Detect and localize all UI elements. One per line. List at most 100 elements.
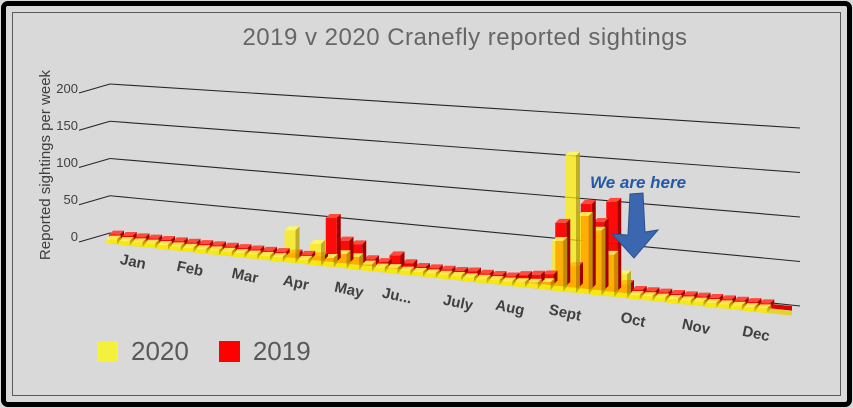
bar-2020-week-1 (106, 239, 117, 244)
bar-2019-week-48-top (708, 294, 724, 299)
legend: 2020 2019 (97, 336, 311, 367)
bar-2020-week-9-top (208, 246, 223, 251)
bar-2020-week-10-side (231, 247, 236, 256)
chart-title: 2019 v 2020 Cranefly reported sightings (242, 24, 688, 51)
gridline-stub-200 (78, 83, 111, 94)
bar-2019-week-13-top (262, 246, 277, 251)
bar-2020-week-42-side (639, 290, 644, 299)
bar-2019-week-27-top (440, 265, 456, 270)
bar-2020-week-28-top (450, 272, 466, 277)
bar-2020-week-45-side (678, 294, 682, 303)
bar-2020-week-29-top (463, 273, 478, 278)
bar-2020-week-45-top (667, 294, 682, 299)
bar-2020-week-28 (450, 276, 462, 281)
bar-2020-week-26-top (424, 269, 440, 274)
bar-2020-week-29 (463, 277, 474, 282)
bar-2020-week-3 (131, 242, 143, 247)
bar-2019-week-11-top (236, 244, 252, 249)
bar-2020-week-12 (246, 254, 258, 259)
bar-2019-week-40 (606, 201, 618, 292)
bar-2020-week-34-side (537, 278, 542, 289)
bar-2020-week-17 (310, 243, 321, 266)
bar-2020-week-17-side (321, 239, 325, 266)
gridline-200 (109, 83, 801, 129)
bar-2019-week-7-top (185, 238, 201, 243)
bar-2020-week-11 (233, 253, 245, 258)
bar-2019-week-16-top (300, 250, 316, 255)
bar-2020-week-48-top (705, 299, 721, 304)
bar-2020-week-2-top (118, 236, 134, 241)
bar-2020-week-8 (195, 249, 207, 254)
bar-2019-week-43-top (644, 287, 660, 292)
bar-2020-week-16 (297, 259, 309, 264)
bar-2019-week-23 (389, 255, 401, 269)
bar-2020-week-43-side (652, 292, 657, 301)
bar-2020-week-47-side (703, 297, 708, 306)
bar-2019-week-39-top (593, 218, 609, 223)
bar-2020-week-32-side (512, 277, 517, 286)
bar-2020-week-48 (705, 303, 717, 308)
bar-2020-week-20 (348, 257, 360, 270)
bar-2019-week-52-top (759, 299, 775, 304)
bar-2020-week-5-side (168, 241, 172, 250)
bar-2020-week-9 (208, 250, 219, 255)
bar-2019-week-28-top (453, 266, 469, 271)
bar-2020-week-41 (616, 274, 627, 298)
bar-2020-week-7-side (193, 243, 198, 252)
bar-2020-week-50-side (741, 301, 746, 310)
bar-2020-week-23-top (386, 264, 402, 269)
bar-2020-week-5 (157, 245, 168, 250)
gridline-150 (109, 120, 801, 174)
bar-2020-week-4-top (144, 239, 160, 244)
bar-2020-week-51 (743, 307, 755, 312)
y-tick-label-200: 200 (56, 81, 78, 96)
bar-2020-week-4 (144, 243, 156, 248)
bar-2020-week-40-side (614, 250, 619, 297)
bar-2019-week-3-top (134, 233, 150, 238)
bar-2020-week-33-side (525, 278, 529, 287)
bar-2020-week-52-top (756, 304, 772, 309)
bar-2019-week-23-top (389, 251, 405, 256)
bar-2020-week-1-top (106, 235, 121, 240)
bar-2020-week-24 (399, 270, 411, 275)
bar-2020-week-2 (118, 240, 130, 245)
gridline-50 (109, 195, 801, 263)
bar-2020-week-14 (271, 257, 283, 262)
bar-2020-week-33-top (514, 278, 529, 283)
bar-2020-week-19 (335, 254, 347, 268)
bar-2020-week-3-side (142, 238, 147, 247)
bar-2020-week-10-top (220, 247, 236, 252)
bar-2019-week-24 (402, 263, 414, 270)
bar-2020-week-44 (654, 297, 666, 302)
bar-2020-week-12-side (257, 250, 262, 259)
bar-2020-week-10 (220, 251, 232, 256)
bar-2020-week-5-top (157, 241, 172, 246)
bar-2020-week-27-top (437, 270, 453, 275)
bar-2019-week-42-top (631, 285, 647, 290)
bar-2020-week-38-top (577, 211, 593, 216)
bar-2019-week-5-top (160, 236, 175, 241)
bar-2020-week-31 (488, 280, 500, 285)
bar-2019-week-8-top (198, 240, 214, 245)
bar-2019-week-6-top (172, 237, 188, 242)
bar-2019-week-4-top (147, 234, 163, 239)
legend-label-2019: 2019 (252, 336, 311, 366)
bar-2020-week-44-side (665, 293, 670, 302)
bar-2020-week-48-side (716, 299, 721, 308)
bar-2020-week-50-top (730, 301, 746, 306)
bar-2019-week-9-top (211, 241, 226, 246)
bar-2020-week-4-side (155, 239, 160, 248)
bar-2019-week-32-top (504, 272, 520, 277)
bar-2019-week-21-top (364, 255, 379, 260)
bar-2019-week-45-top (670, 289, 685, 294)
bar-2020-week-51-top (743, 303, 759, 308)
bar-2020-week-2-side (129, 236, 134, 245)
bar-2020-week-6-side (180, 242, 185, 251)
bar-2020-week-21 (361, 264, 372, 271)
gridline-stub-100 (78, 157, 111, 169)
bar-2019-week-25-top (415, 262, 430, 267)
bar-2020-week-27-side (448, 270, 453, 279)
gridline-stub-150 (78, 120, 111, 131)
